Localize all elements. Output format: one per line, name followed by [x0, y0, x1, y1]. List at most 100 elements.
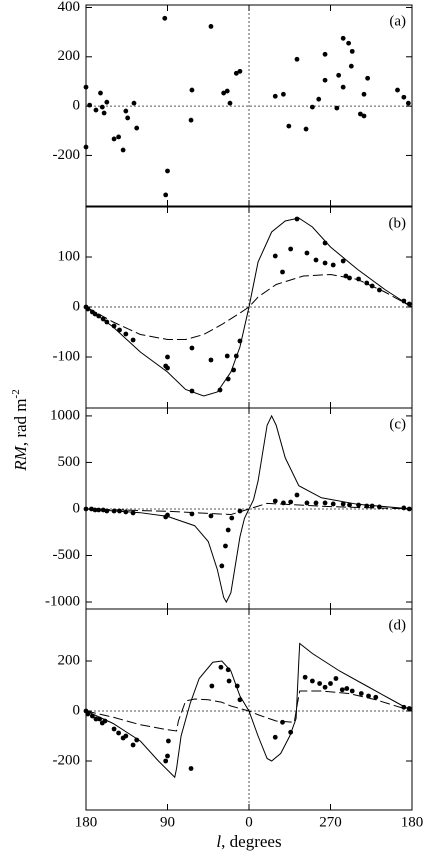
data-point — [163, 192, 169, 198]
y-axis-label-part: RM — [11, 445, 30, 471]
data-point — [349, 48, 355, 54]
y-tick-label: -1000 — [45, 593, 80, 609]
data-point — [229, 515, 235, 521]
y-tick-label: 0 — [73, 298, 81, 314]
data-point — [322, 500, 328, 506]
data-point — [328, 681, 333, 686]
data-point — [225, 527, 231, 533]
data-point — [313, 500, 319, 506]
data-point — [104, 99, 110, 105]
x-tick-label: 180 — [401, 814, 424, 830]
data-point — [340, 258, 346, 264]
data-point — [83, 506, 89, 512]
panel-label: (d) — [389, 617, 407, 633]
data-point — [219, 563, 225, 569]
y-tick-label: -200 — [53, 147, 81, 163]
data-point — [165, 753, 170, 759]
data-point — [377, 287, 382, 293]
data-point — [294, 56, 300, 62]
data-point — [405, 100, 411, 106]
data-point — [165, 168, 170, 174]
y-axis-label-part: -2 — [10, 389, 22, 398]
data-point — [224, 88, 230, 94]
data-point — [366, 693, 371, 699]
y-tick-label: 500 — [58, 454, 81, 470]
data-point — [280, 719, 285, 725]
data-point — [237, 508, 243, 514]
model-curve-dashed — [85, 273, 413, 340]
data-point — [166, 738, 171, 744]
data-point — [99, 104, 105, 110]
data-point — [302, 674, 308, 680]
data-point — [134, 737, 140, 743]
data-point — [163, 758, 169, 764]
model-curve — [85, 217, 413, 397]
y-tick-label: 0 — [73, 500, 81, 516]
panel-label: (b) — [389, 215, 407, 231]
data-point — [336, 72, 342, 78]
data-point — [125, 115, 131, 121]
data-point — [357, 111, 363, 117]
data-point — [134, 125, 140, 131]
data-point — [330, 501, 336, 507]
data-point — [272, 93, 278, 99]
data-point — [317, 681, 323, 686]
data-point — [339, 687, 345, 693]
x-tick-label: 180 — [75, 814, 98, 830]
data-point — [111, 136, 117, 142]
data-point — [316, 96, 322, 102]
y-tick-label: 0 — [73, 98, 81, 114]
data-point — [281, 91, 286, 97]
data-point — [98, 90, 103, 96]
model-curve — [85, 414, 413, 604]
y-tick-label: -500 — [53, 547, 81, 563]
data-point — [340, 35, 346, 41]
x-axis-label-part: l — [216, 832, 221, 851]
data-point — [294, 492, 300, 498]
x-tick-label: 270 — [319, 814, 342, 830]
data-point — [165, 354, 170, 360]
data-point — [361, 113, 367, 119]
data-point — [346, 40, 352, 46]
data-point — [208, 24, 214, 29]
panel-label: (a) — [389, 13, 406, 29]
data-point — [401, 94, 407, 100]
data-point — [189, 87, 195, 93]
data-point — [224, 353, 230, 359]
panel-label: (c) — [389, 416, 406, 432]
model-curve-dashed — [85, 502, 413, 516]
data-point — [223, 543, 228, 549]
y-axis-label-part: , rad m — [11, 398, 30, 446]
data-point — [272, 734, 278, 740]
data-point — [309, 104, 315, 110]
data-point — [304, 250, 310, 256]
data-point — [208, 513, 214, 519]
data-point — [123, 108, 129, 114]
data-point — [288, 246, 294, 252]
data-point — [373, 694, 379, 700]
data-point — [226, 678, 232, 684]
x-axis-label: l, degrees — [216, 832, 281, 851]
data-point — [344, 686, 350, 691]
data-point — [130, 742, 136, 748]
data-point — [377, 504, 382, 510]
data-point — [322, 51, 328, 57]
data-point — [111, 726, 117, 732]
data-point — [334, 105, 340, 111]
data-point — [101, 110, 107, 116]
data-point — [322, 260, 328, 266]
y-tick-label: 400 — [58, 0, 81, 15]
y-tick-label: 1000 — [50, 407, 80, 423]
data-point — [349, 688, 355, 694]
data-point — [225, 667, 231, 673]
data-point — [130, 510, 136, 516]
data-point — [93, 107, 99, 113]
y-tick-label: 0 — [73, 702, 81, 718]
x-tick-label: 90 — [160, 814, 175, 830]
data-point — [340, 501, 346, 507]
data-point — [286, 123, 292, 129]
data-point — [313, 257, 319, 263]
data-point — [87, 102, 93, 108]
data-point — [123, 331, 129, 337]
data-point — [361, 91, 367, 97]
